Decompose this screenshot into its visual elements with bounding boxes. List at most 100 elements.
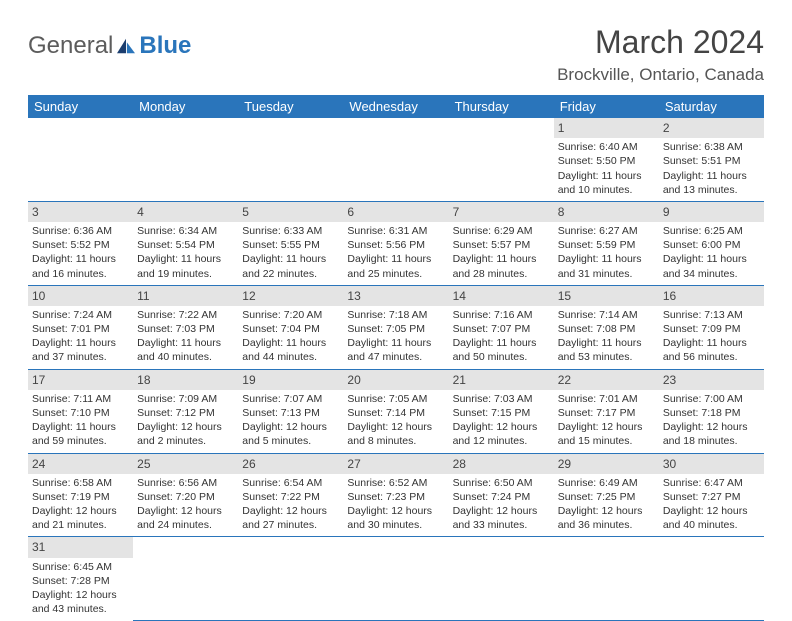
sunrise-line: Sunrise: 6:54 AM (242, 476, 339, 490)
sunset-line: Sunset: 7:03 PM (137, 322, 234, 336)
daylight-line: and 33 minutes. (453, 518, 550, 532)
day-number: 4 (133, 202, 238, 222)
calendar-day-cell: 22Sunrise: 7:01 AMSunset: 7:17 PMDayligh… (554, 369, 659, 453)
sunrise-line: Sunrise: 7:07 AM (242, 392, 339, 406)
calendar-day-cell: 24Sunrise: 6:58 AMSunset: 7:19 PMDayligh… (28, 453, 133, 537)
daylight-line: and 13 minutes. (663, 183, 760, 197)
calendar-day-cell: 25Sunrise: 6:56 AMSunset: 7:20 PMDayligh… (133, 453, 238, 537)
daylight-line: Daylight: 12 hours (137, 504, 234, 518)
daylight-line: Daylight: 11 hours (558, 169, 655, 183)
calendar-day-cell: 28Sunrise: 6:50 AMSunset: 7:24 PMDayligh… (449, 453, 554, 537)
daylight-line: and 22 minutes. (242, 267, 339, 281)
daylight-line: Daylight: 12 hours (663, 420, 760, 434)
daylight-line: and 40 minutes. (137, 350, 234, 364)
daylight-line: Daylight: 11 hours (137, 252, 234, 266)
calendar-day-cell: 4Sunrise: 6:34 AMSunset: 5:54 PMDaylight… (133, 201, 238, 285)
calendar-day-cell: 14Sunrise: 7:16 AMSunset: 7:07 PMDayligh… (449, 285, 554, 369)
daylight-line: Daylight: 11 hours (558, 252, 655, 266)
weekday-header: Wednesday (343, 95, 448, 118)
sunrise-line: Sunrise: 6:49 AM (558, 476, 655, 490)
sunset-line: Sunset: 7:23 PM (347, 490, 444, 504)
calendar-day-cell: 6Sunrise: 6:31 AMSunset: 5:56 PMDaylight… (343, 201, 448, 285)
sunrise-line: Sunrise: 7:05 AM (347, 392, 444, 406)
calendar-day-cell (554, 537, 659, 620)
sunrise-line: Sunrise: 7:09 AM (137, 392, 234, 406)
daylight-line: Daylight: 11 hours (663, 252, 760, 266)
location: Brockville, Ontario, Canada (557, 65, 764, 85)
sunset-line: Sunset: 7:25 PM (558, 490, 655, 504)
daylight-line: Daylight: 11 hours (242, 336, 339, 350)
daylight-line: and 28 minutes. (453, 267, 550, 281)
calendar-day-cell: 3Sunrise: 6:36 AMSunset: 5:52 PMDaylight… (28, 201, 133, 285)
calendar-week-row: 3Sunrise: 6:36 AMSunset: 5:52 PMDaylight… (28, 201, 764, 285)
daylight-line: and 44 minutes. (242, 350, 339, 364)
sunrise-line: Sunrise: 7:03 AM (453, 392, 550, 406)
sunrise-line: Sunrise: 6:31 AM (347, 224, 444, 238)
daylight-line: Daylight: 12 hours (453, 504, 550, 518)
title-block: March 2024 Brockville, Ontario, Canada (557, 24, 764, 85)
day-number: 23 (659, 370, 764, 390)
day-number: 2 (659, 118, 764, 138)
calendar-day-cell: 9Sunrise: 6:25 AMSunset: 6:00 PMDaylight… (659, 201, 764, 285)
calendar-day-cell: 8Sunrise: 6:27 AMSunset: 5:59 PMDaylight… (554, 201, 659, 285)
day-number: 17 (28, 370, 133, 390)
sunset-line: Sunset: 6:00 PM (663, 238, 760, 252)
sunrise-line: Sunrise: 6:36 AM (32, 224, 129, 238)
daylight-line: and 56 minutes. (663, 350, 760, 364)
calendar-day-cell: 7Sunrise: 6:29 AMSunset: 5:57 PMDaylight… (449, 201, 554, 285)
weekday-header-row: Sunday Monday Tuesday Wednesday Thursday… (28, 95, 764, 118)
day-number: 15 (554, 286, 659, 306)
sunrise-line: Sunrise: 6:50 AM (453, 476, 550, 490)
calendar-day-cell: 29Sunrise: 6:49 AMSunset: 7:25 PMDayligh… (554, 453, 659, 537)
sunset-line: Sunset: 7:05 PM (347, 322, 444, 336)
calendar-day-cell: 23Sunrise: 7:00 AMSunset: 7:18 PMDayligh… (659, 369, 764, 453)
daylight-line: and 5 minutes. (242, 434, 339, 448)
daylight-line: and 34 minutes. (663, 267, 760, 281)
sunrise-line: Sunrise: 7:20 AM (242, 308, 339, 322)
day-number: 8 (554, 202, 659, 222)
calendar-day-cell: 20Sunrise: 7:05 AMSunset: 7:14 PMDayligh… (343, 369, 448, 453)
sunset-line: Sunset: 5:52 PM (32, 238, 129, 252)
sunrise-line: Sunrise: 7:16 AM (453, 308, 550, 322)
day-number: 26 (238, 454, 343, 474)
daylight-line: Daylight: 11 hours (137, 336, 234, 350)
calendar-day-cell: 18Sunrise: 7:09 AMSunset: 7:12 PMDayligh… (133, 369, 238, 453)
day-number: 24 (28, 454, 133, 474)
calendar-day-cell: 17Sunrise: 7:11 AMSunset: 7:10 PMDayligh… (28, 369, 133, 453)
sunset-line: Sunset: 7:24 PM (453, 490, 550, 504)
calendar-week-row: 17Sunrise: 7:11 AMSunset: 7:10 PMDayligh… (28, 369, 764, 453)
daylight-line: Daylight: 12 hours (137, 420, 234, 434)
calendar-table: Sunday Monday Tuesday Wednesday Thursday… (28, 95, 764, 621)
calendar-day-cell (449, 118, 554, 201)
day-number: 21 (449, 370, 554, 390)
daylight-line: Daylight: 12 hours (32, 504, 129, 518)
daylight-line: and 37 minutes. (32, 350, 129, 364)
daylight-line: and 18 minutes. (663, 434, 760, 448)
daylight-line: Daylight: 11 hours (347, 336, 444, 350)
calendar-week-row: 31Sunrise: 6:45 AMSunset: 7:28 PMDayligh… (28, 537, 764, 620)
calendar-day-cell: 19Sunrise: 7:07 AMSunset: 7:13 PMDayligh… (238, 369, 343, 453)
day-number: 19 (238, 370, 343, 390)
day-number: 27 (343, 454, 448, 474)
sunrise-line: Sunrise: 7:13 AM (663, 308, 760, 322)
weekday-header: Monday (133, 95, 238, 118)
sunrise-line: Sunrise: 7:24 AM (32, 308, 129, 322)
sunset-line: Sunset: 5:51 PM (663, 154, 760, 168)
calendar-week-row: 1Sunrise: 6:40 AMSunset: 5:50 PMDaylight… (28, 118, 764, 201)
sunset-line: Sunset: 7:15 PM (453, 406, 550, 420)
day-number: 20 (343, 370, 448, 390)
sunset-line: Sunset: 5:50 PM (558, 154, 655, 168)
calendar-day-cell: 11Sunrise: 7:22 AMSunset: 7:03 PMDayligh… (133, 285, 238, 369)
calendar-day-cell: 13Sunrise: 7:18 AMSunset: 7:05 PMDayligh… (343, 285, 448, 369)
daylight-line: Daylight: 11 hours (32, 336, 129, 350)
calendar-day-cell: 10Sunrise: 7:24 AMSunset: 7:01 PMDayligh… (28, 285, 133, 369)
daylight-line: Daylight: 11 hours (663, 336, 760, 350)
sunrise-line: Sunrise: 7:14 AM (558, 308, 655, 322)
brand-part2: Blue (139, 32, 191, 60)
daylight-line: Daylight: 12 hours (558, 504, 655, 518)
day-number: 11 (133, 286, 238, 306)
daylight-line: Daylight: 11 hours (242, 252, 339, 266)
day-number: 22 (554, 370, 659, 390)
sunset-line: Sunset: 7:28 PM (32, 574, 129, 588)
daylight-line: Daylight: 11 hours (663, 169, 760, 183)
